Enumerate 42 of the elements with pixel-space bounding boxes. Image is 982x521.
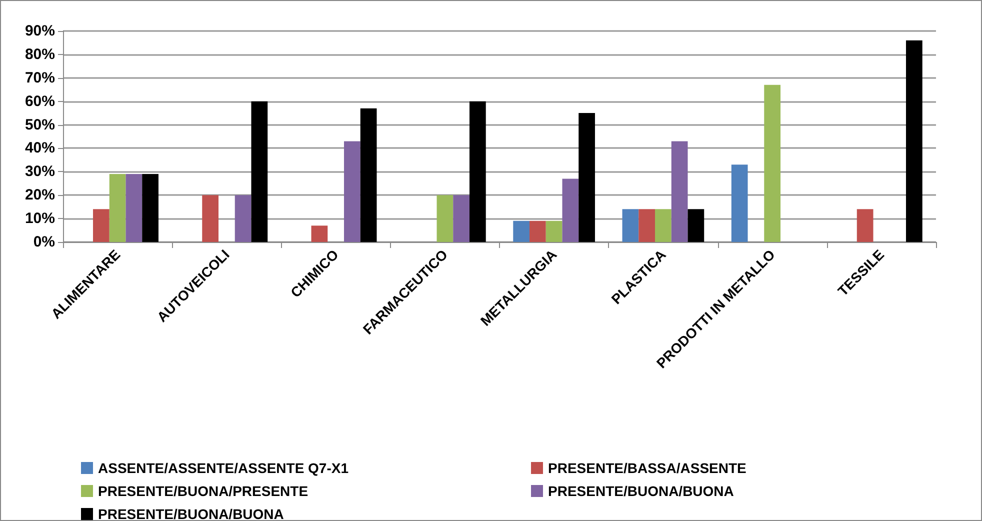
bar: [688, 209, 704, 242]
bar: [311, 226, 328, 242]
bar: [638, 209, 656, 242]
bar: [234, 195, 252, 242]
bar: [202, 195, 219, 242]
bar: [622, 209, 639, 242]
bar: [453, 195, 470, 242]
legend-label: PRESENTE/BUONA/BUONA: [548, 483, 734, 499]
y-tick-label: 40%: [24, 140, 55, 157]
y-tick-label: 50%: [24, 116, 55, 134]
bar: [671, 141, 688, 242]
bar: [562, 178, 579, 242]
bar: [906, 40, 922, 242]
bar: [731, 164, 748, 242]
y-tick-label: 60%: [24, 92, 55, 110]
y-tick-label: 70%: [24, 69, 55, 86]
bar: [109, 174, 126, 242]
legend-label: PRESENTE/BUONA/PRESENTE: [98, 483, 308, 499]
y-tick-label: 20%: [24, 186, 55, 204]
bar: [360, 108, 377, 242]
bar: [764, 84, 780, 242]
bar: [142, 174, 158, 242]
bar: [126, 174, 142, 242]
y-tick-label: 30%: [24, 163, 55, 180]
bar: [344, 141, 360, 242]
y-tick-label: 0%: [33, 234, 55, 250]
bar: [856, 209, 874, 242]
y-tick-label: 10%: [24, 210, 55, 228]
legend-label: ASSENTE/ASSENTE/ASSENTE Q7-X1: [98, 460, 349, 476]
legend-label: PRESENTE/BASSA/ASSENTE: [548, 460, 746, 476]
bar: [251, 101, 268, 242]
legend-label: PRESENTE/BUONA/BUONA: [98, 506, 284, 521]
y-tick-label: 90%: [24, 22, 55, 40]
bar: [93, 209, 110, 242]
bar: [578, 113, 595, 242]
bar: [546, 220, 562, 242]
bar: [513, 220, 530, 242]
bar: [436, 195, 454, 242]
bar: [469, 101, 486, 242]
y-tick-label: 80%: [24, 46, 55, 63]
bar: [655, 209, 672, 242]
bar: [530, 220, 546, 242]
